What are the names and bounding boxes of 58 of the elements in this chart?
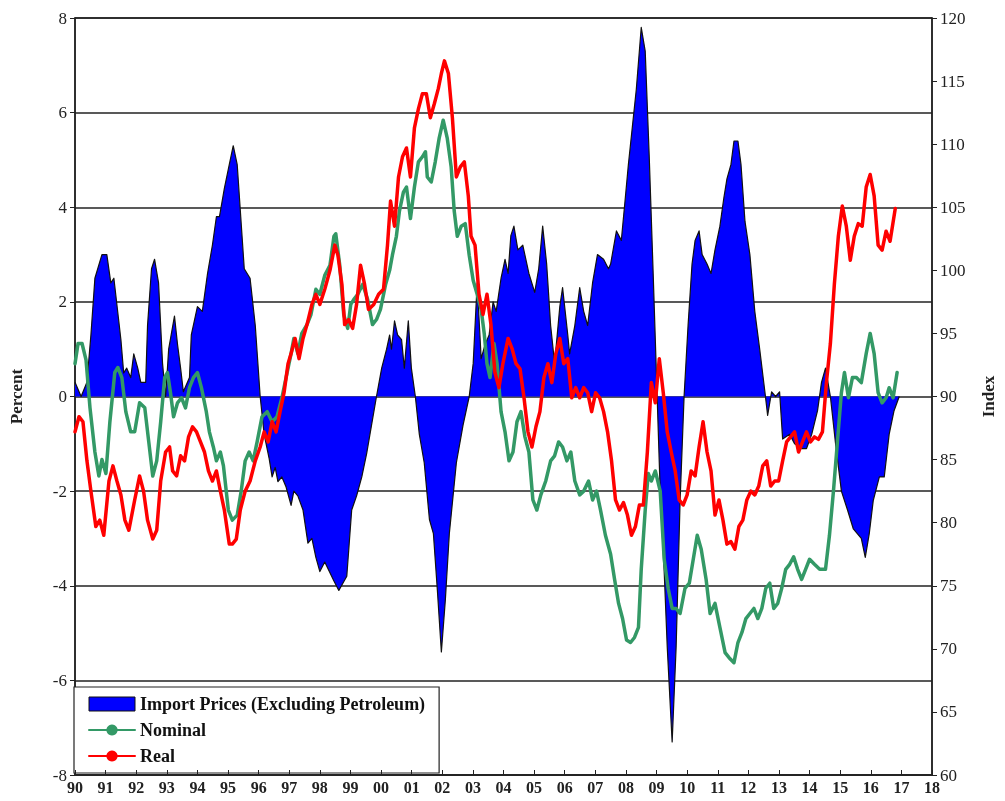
x-tick-label: 10 bbox=[679, 778, 696, 796]
y2-tick-label: 90 bbox=[940, 387, 957, 406]
legend-label: Real bbox=[140, 746, 175, 766]
y2-tick-label: 75 bbox=[940, 576, 957, 596]
x-tick-label: 05 bbox=[526, 778, 543, 796]
y-tick-label: 6 bbox=[58, 103, 67, 123]
y-tick-label: 4 bbox=[58, 197, 68, 217]
x-tick-label: 96 bbox=[250, 778, 267, 796]
legend-label: Nominal bbox=[140, 720, 207, 740]
x-tick-label: 17 bbox=[893, 778, 910, 796]
y2-tick-label: 120 bbox=[940, 8, 966, 28]
x-tick-label: 01 bbox=[403, 778, 420, 796]
y2-tick-label: 100 bbox=[940, 260, 966, 280]
x-tick-label: 18 bbox=[924, 778, 940, 796]
y-tick-label: 2 bbox=[58, 292, 67, 312]
y-tick-label: 0 bbox=[58, 387, 67, 406]
y2-tick-label: 95 bbox=[940, 323, 957, 343]
x-tick-label: 99 bbox=[342, 778, 359, 796]
x-tick-label: 95 bbox=[220, 778, 237, 796]
line-series bbox=[73, 118, 899, 665]
y2-tick-label: 80 bbox=[940, 513, 957, 533]
line-series bbox=[73, 59, 898, 551]
x-tick-label: 07 bbox=[587, 778, 604, 796]
y-tick-label: -8 bbox=[52, 765, 67, 785]
y2-tick-label: 65 bbox=[940, 702, 957, 722]
y-tick-label: 8 bbox=[58, 8, 67, 28]
y2-tick-label: 60 bbox=[940, 765, 957, 785]
x-tick-label: 03 bbox=[464, 778, 481, 796]
y2-tick-label: 110 bbox=[940, 134, 965, 154]
y2-tick-label: 105 bbox=[940, 197, 966, 217]
y-tick-label: -6 bbox=[52, 670, 67, 690]
x-tick-label: 16 bbox=[862, 778, 879, 796]
y2-axis-title: Index bbox=[979, 375, 998, 418]
y2-tick-label: 70 bbox=[940, 639, 957, 659]
x-tick-label: 91 bbox=[97, 778, 114, 796]
x-tick-label: 09 bbox=[648, 778, 665, 796]
y-tick-label: -4 bbox=[52, 576, 68, 596]
x-tick-label: 14 bbox=[801, 778, 818, 796]
x-tick-label: 11 bbox=[710, 778, 726, 796]
x-tick-label: 08 bbox=[617, 778, 634, 796]
x-tick-label: 02 bbox=[434, 778, 451, 796]
x-tick-label: 13 bbox=[770, 778, 787, 796]
legend-label: Import Prices (Excluding Petroleum) bbox=[140, 694, 426, 715]
x-tick-label: 93 bbox=[158, 778, 175, 796]
x-tick-label: 12 bbox=[740, 778, 757, 796]
y2-tick-label: 115 bbox=[940, 71, 965, 91]
y-tick-label: -2 bbox=[52, 481, 67, 501]
y2-tick-label: 85 bbox=[940, 450, 957, 470]
x-tick-label: 00 bbox=[373, 778, 390, 796]
x-tick-label: 90 bbox=[67, 778, 83, 796]
x-tick-label: 06 bbox=[556, 778, 573, 796]
x-tick-label: 94 bbox=[189, 778, 206, 796]
x-tick-label: 15 bbox=[832, 778, 849, 796]
x-tick-label: 92 bbox=[128, 778, 145, 796]
y-axis-title: Percent bbox=[7, 368, 26, 425]
x-tick-label: 98 bbox=[311, 778, 328, 796]
x-tick-label: 97 bbox=[281, 778, 298, 796]
x-tick-label: 04 bbox=[495, 778, 512, 796]
